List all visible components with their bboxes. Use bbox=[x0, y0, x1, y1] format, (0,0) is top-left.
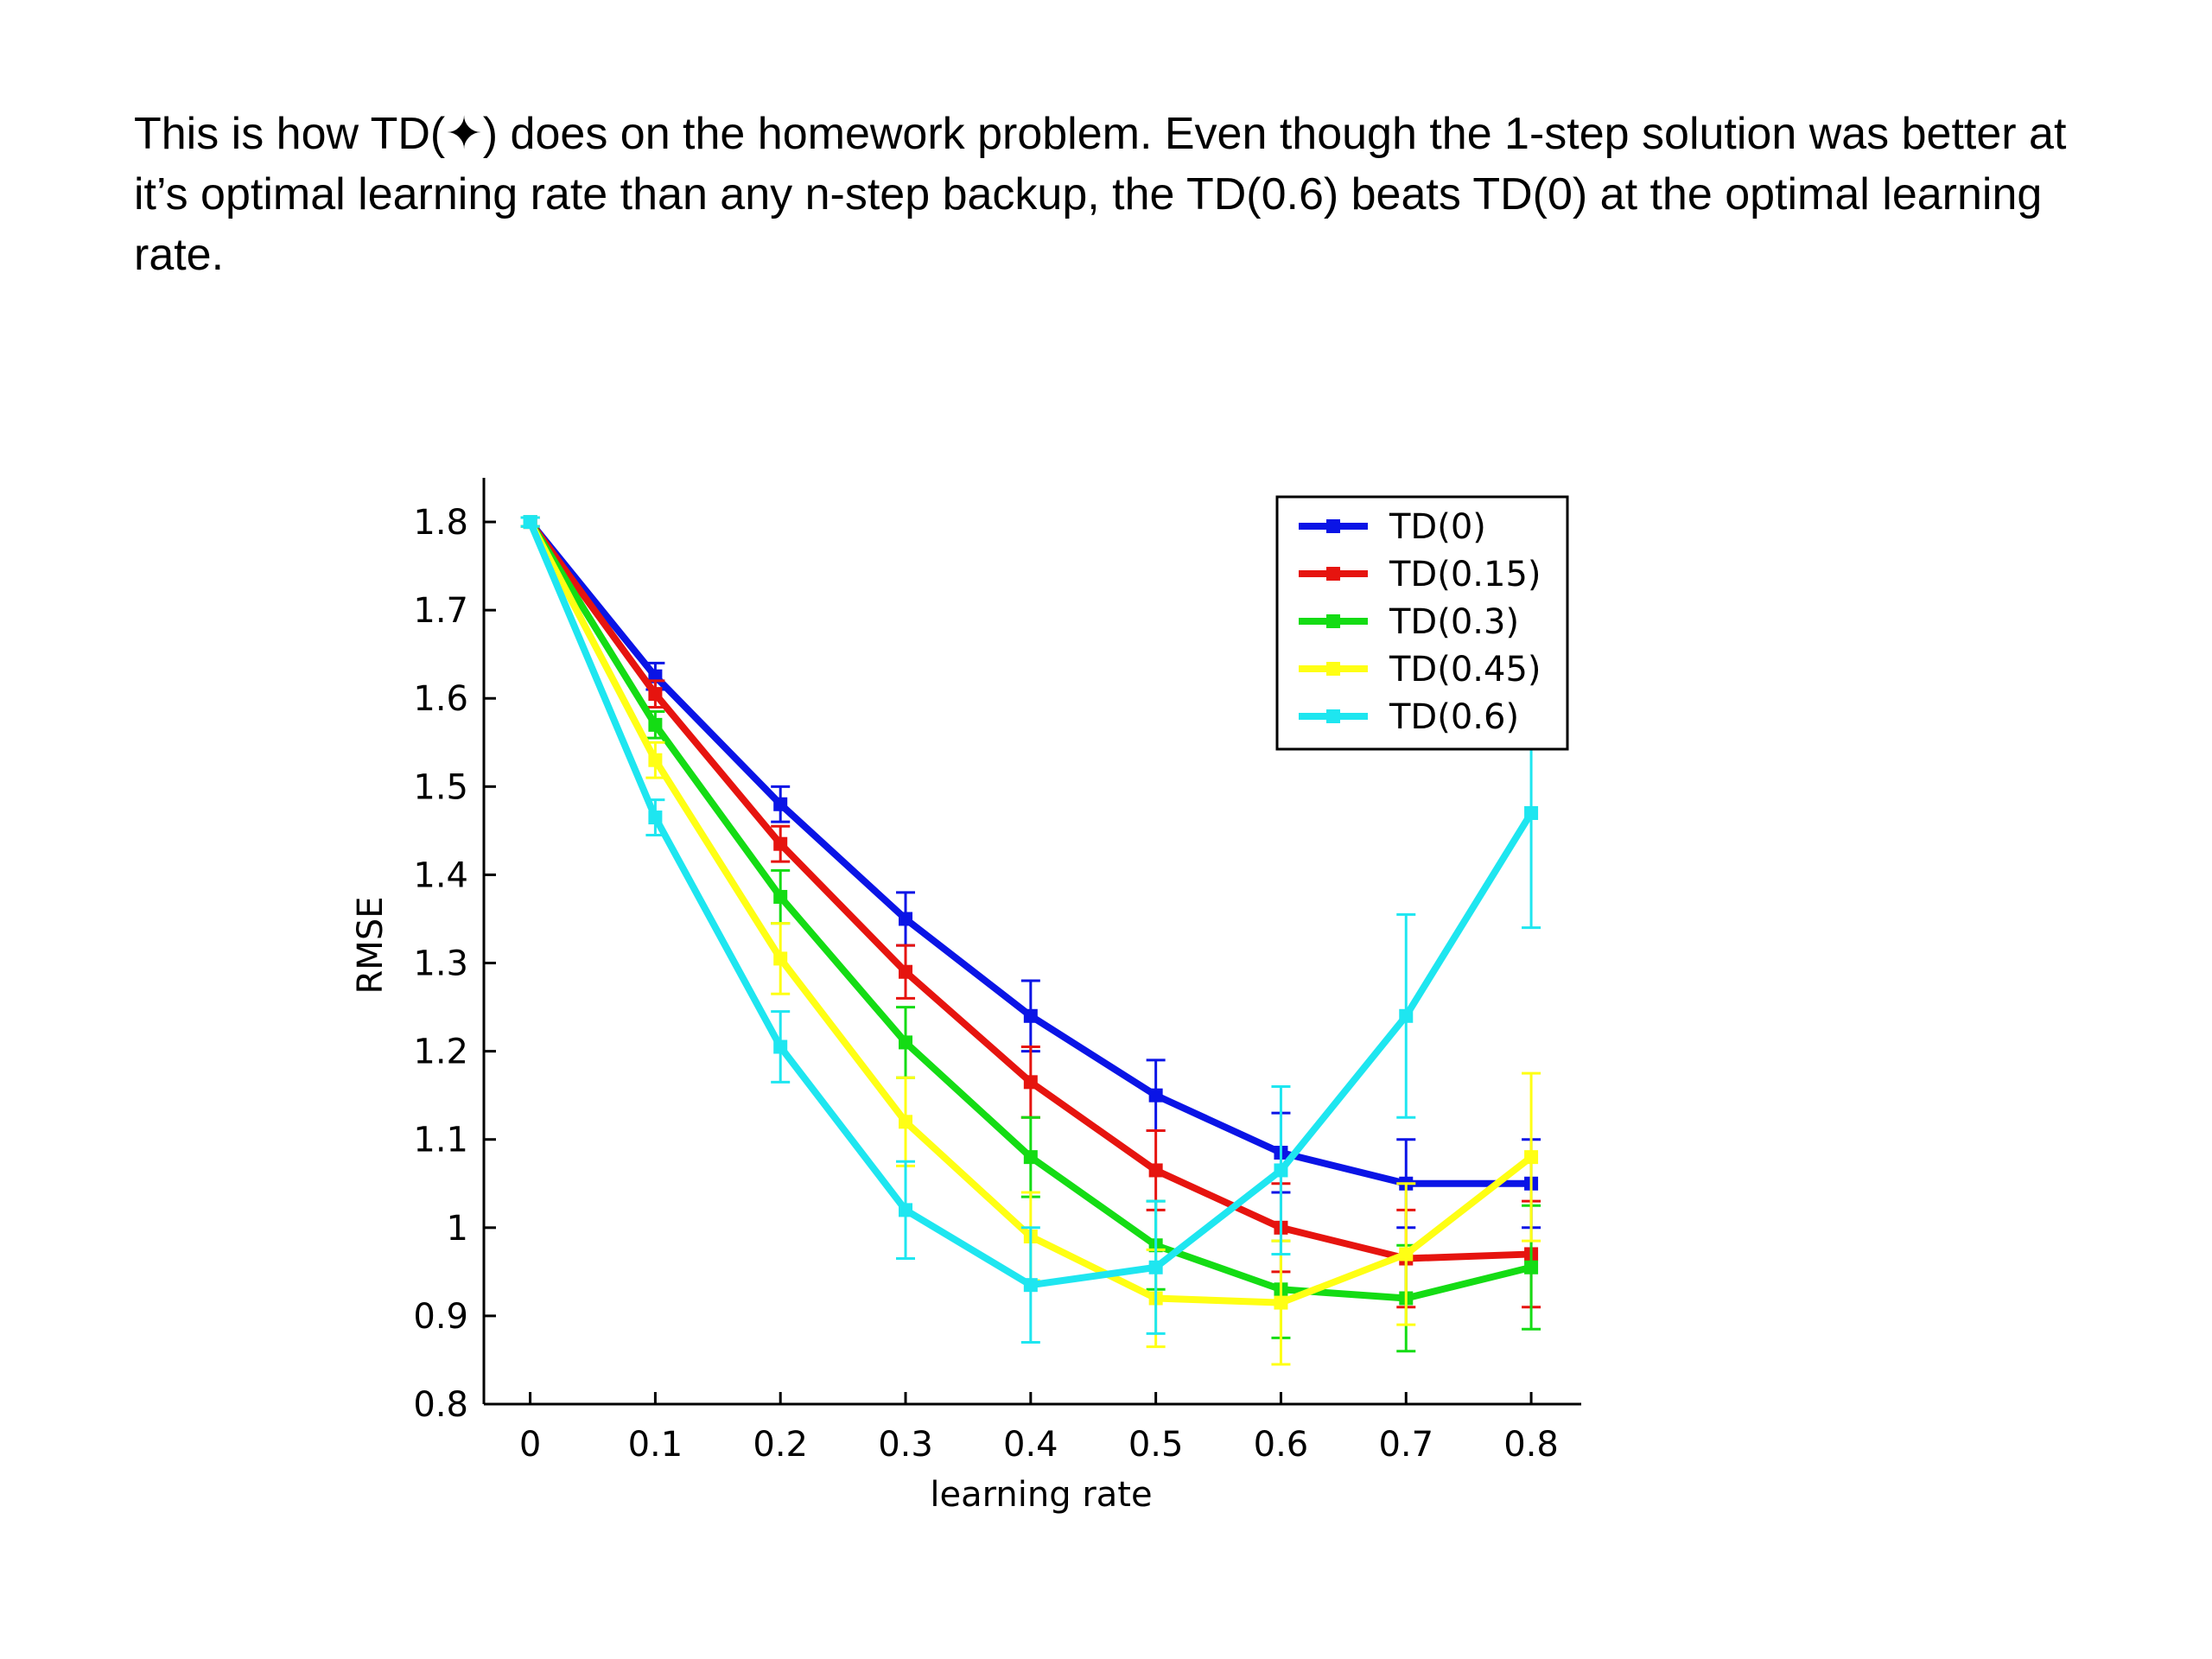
data-point bbox=[1274, 1295, 1288, 1310]
data-point bbox=[899, 1203, 913, 1217]
x-tick-label: 0.2 bbox=[753, 1425, 808, 1465]
x-tick-label: 0.1 bbox=[628, 1425, 683, 1465]
legend-label: TD(0.3) bbox=[1389, 602, 1519, 642]
legend-label: TD(0.45) bbox=[1389, 650, 1541, 690]
y-tick-label: 1.6 bbox=[413, 679, 468, 719]
data-point bbox=[648, 717, 663, 732]
x-tick-label: 0.4 bbox=[1003, 1425, 1058, 1465]
data-point bbox=[648, 687, 663, 702]
series-layer bbox=[520, 515, 1541, 1366]
data-point bbox=[1524, 805, 1539, 820]
y-tick-label: 1.2 bbox=[413, 1033, 468, 1072]
legend-marker bbox=[1326, 567, 1340, 581]
axes: 0.8 0.9 1 1.1 1.2 1.3 1.4 1.5 1.6 1.7 1.8 0 0.1 0.2 0.… bbox=[351, 478, 1581, 1515]
data-point bbox=[1524, 1150, 1539, 1165]
legend-marker bbox=[1326, 662, 1340, 676]
data-point bbox=[1023, 1278, 1038, 1293]
y-tick-label: 0.8 bbox=[413, 1385, 468, 1425]
legend-marker bbox=[1326, 614, 1340, 628]
legend: TD(0) TD(0.15) TD(0.3) TD(0.45) TD(0.6) bbox=[1275, 495, 1569, 751]
data-point bbox=[899, 964, 913, 979]
series-TD(0) bbox=[520, 515, 1541, 1230]
x-tick-label: 0.7 bbox=[1378, 1425, 1433, 1465]
data-point bbox=[899, 1035, 913, 1050]
data-point bbox=[1148, 1088, 1163, 1103]
lambda-symbol-icon: ✦ bbox=[445, 109, 483, 159]
data-point bbox=[773, 1039, 788, 1054]
x-tick-label: 0 bbox=[519, 1425, 541, 1465]
y-tick-label: 1.5 bbox=[413, 767, 468, 807]
series-TD(0.6) bbox=[520, 515, 1541, 1344]
data-point bbox=[1399, 1247, 1414, 1262]
y-tick-label: 1.1 bbox=[413, 1121, 468, 1160]
x-tick-label: 0.6 bbox=[1254, 1425, 1309, 1465]
y-tick-label: 1 bbox=[447, 1209, 468, 1249]
data-point bbox=[773, 889, 788, 904]
legend-marker bbox=[1326, 709, 1340, 723]
data-point bbox=[773, 951, 788, 966]
legend-marker bbox=[1326, 519, 1340, 533]
y-tick-label: 0.9 bbox=[413, 1297, 468, 1337]
data-point bbox=[773, 836, 788, 851]
y-tick-label: 1.7 bbox=[413, 591, 468, 631]
data-point bbox=[648, 753, 663, 767]
legend-label: TD(0.15) bbox=[1389, 555, 1541, 594]
x-tick-label: 0.3 bbox=[878, 1425, 933, 1465]
x-tick-label: 0.8 bbox=[1503, 1425, 1559, 1465]
y-tick-label: 1.4 bbox=[413, 855, 468, 895]
data-point bbox=[1524, 1260, 1539, 1274]
data-point bbox=[1274, 1163, 1288, 1178]
y-tick-label: 1.8 bbox=[413, 503, 468, 543]
caption-part-2: ) does on the homework problem. Even tho… bbox=[134, 109, 2067, 280]
data-point bbox=[773, 797, 788, 811]
data-point bbox=[1148, 1163, 1163, 1178]
caption-text: This is how TD(✦) does on the homework p… bbox=[134, 104, 2121, 285]
x-axis-title: learning rate bbox=[930, 1475, 1152, 1515]
x-tick-label: 0.5 bbox=[1128, 1425, 1184, 1465]
y-axis-title: RMSE bbox=[351, 897, 391, 995]
data-point bbox=[1399, 1008, 1414, 1023]
caption-part-1: This is how TD( bbox=[134, 109, 446, 159]
data-point bbox=[523, 515, 537, 530]
legend-label: TD(0.6) bbox=[1389, 697, 1519, 737]
legend-label: TD(0) bbox=[1389, 507, 1486, 547]
data-point bbox=[1148, 1260, 1163, 1274]
data-point bbox=[1023, 1150, 1038, 1165]
data-point bbox=[1023, 1075, 1038, 1090]
data-point bbox=[1023, 1008, 1038, 1023]
data-point bbox=[648, 810, 663, 825]
y-tick-label: 1.3 bbox=[413, 944, 468, 984]
data-point bbox=[899, 1115, 913, 1129]
data-point bbox=[899, 912, 913, 926]
